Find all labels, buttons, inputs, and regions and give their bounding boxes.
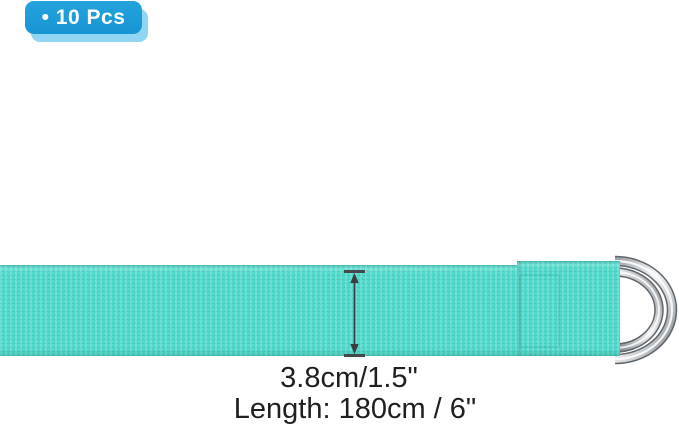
width-label: 3.8cm/1.5" (280, 362, 418, 394)
strap-fold-end (517, 261, 620, 356)
quantity-badge: • 10 Pcs (25, 1, 151, 45)
length-label: Length: 180cm / 6" (233, 393, 477, 425)
stitch-box (519, 274, 560, 348)
d-ring-front (614, 255, 678, 365)
quantity-badge-label: • 10 Pcs (41, 5, 126, 29)
badge-face: • 10 Pcs (25, 1, 142, 34)
strap-webbing (0, 265, 620, 356)
d-ring-back (614, 267, 664, 353)
